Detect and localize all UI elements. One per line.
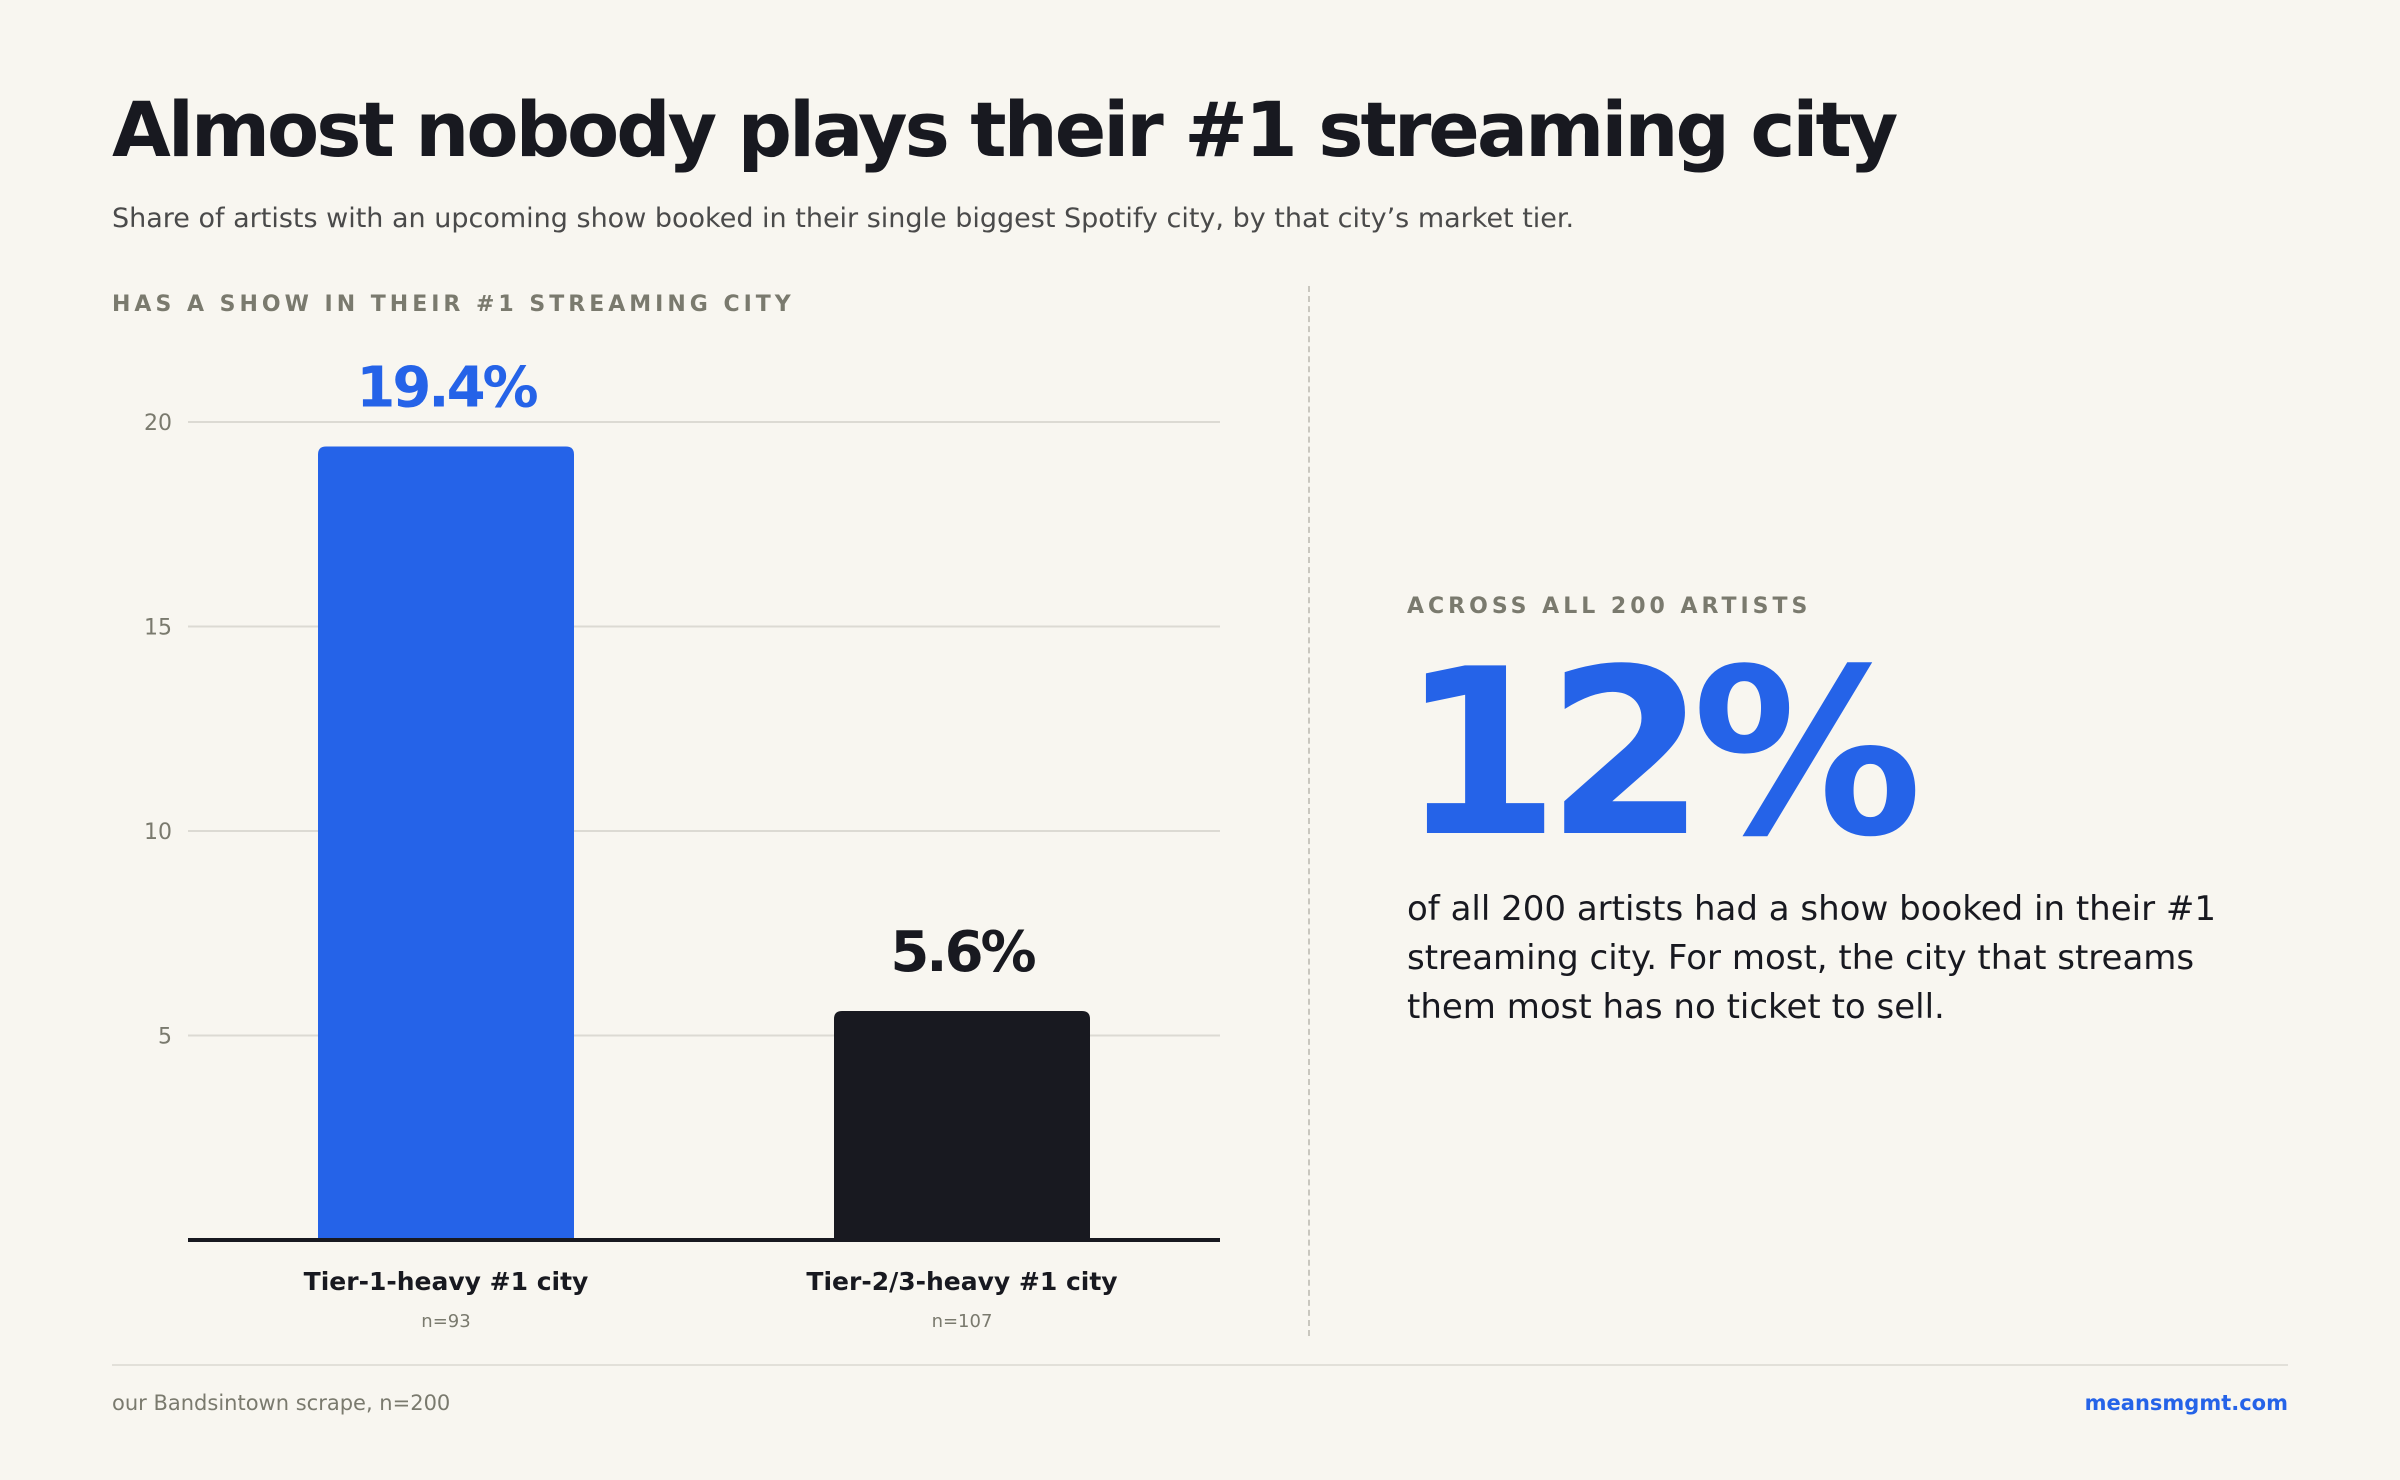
bar-value-label: 19.4% (356, 356, 537, 421)
page-subtitle: Share of artists with an upcoming show b… (112, 203, 1575, 234)
sample-size-label: n=107 (932, 1311, 993, 1332)
chart-eyebrow: HAS A SHOW IN THEIR #1 STREAMING CITY (112, 292, 795, 317)
sample-size-label: n=93 (421, 1311, 470, 1332)
page-title: Almost nobody plays their #1 streaming c… (112, 85, 1898, 174)
x-category-label: Tier-1-heavy #1 city (304, 1267, 589, 1296)
footer-divider (112, 1364, 2288, 1366)
section-divider (1308, 286, 1310, 1336)
source-note: our Bandsintown scrape, n=200 (112, 1391, 451, 1415)
x-category-label: Tier-2/3-heavy #1 city (806, 1267, 1117, 1296)
y-tick-label: 5 (158, 1025, 172, 1050)
brand-link[interactable]: meansmgmt.com (2084, 1391, 2288, 1415)
bar-value-label: 5.6% (890, 920, 1035, 985)
y-tick-label: 20 (144, 411, 172, 436)
bar (318, 446, 574, 1240)
stat-eyebrow: ACROSS ALL 200 ARTISTS (1407, 594, 1812, 619)
bar (834, 1010, 1090, 1240)
bar-chart: 5 10 15 20 19.4% Tier-1-heavy #1 city n=93 5.6%… (144, 356, 1220, 1332)
y-tick-label: 15 (144, 616, 172, 641)
headline-stat: 12% (1400, 621, 1923, 888)
y-tick-label: 10 (144, 820, 172, 845)
stat-description: of all 200 artists had a show booked in … (1407, 889, 2216, 1027)
